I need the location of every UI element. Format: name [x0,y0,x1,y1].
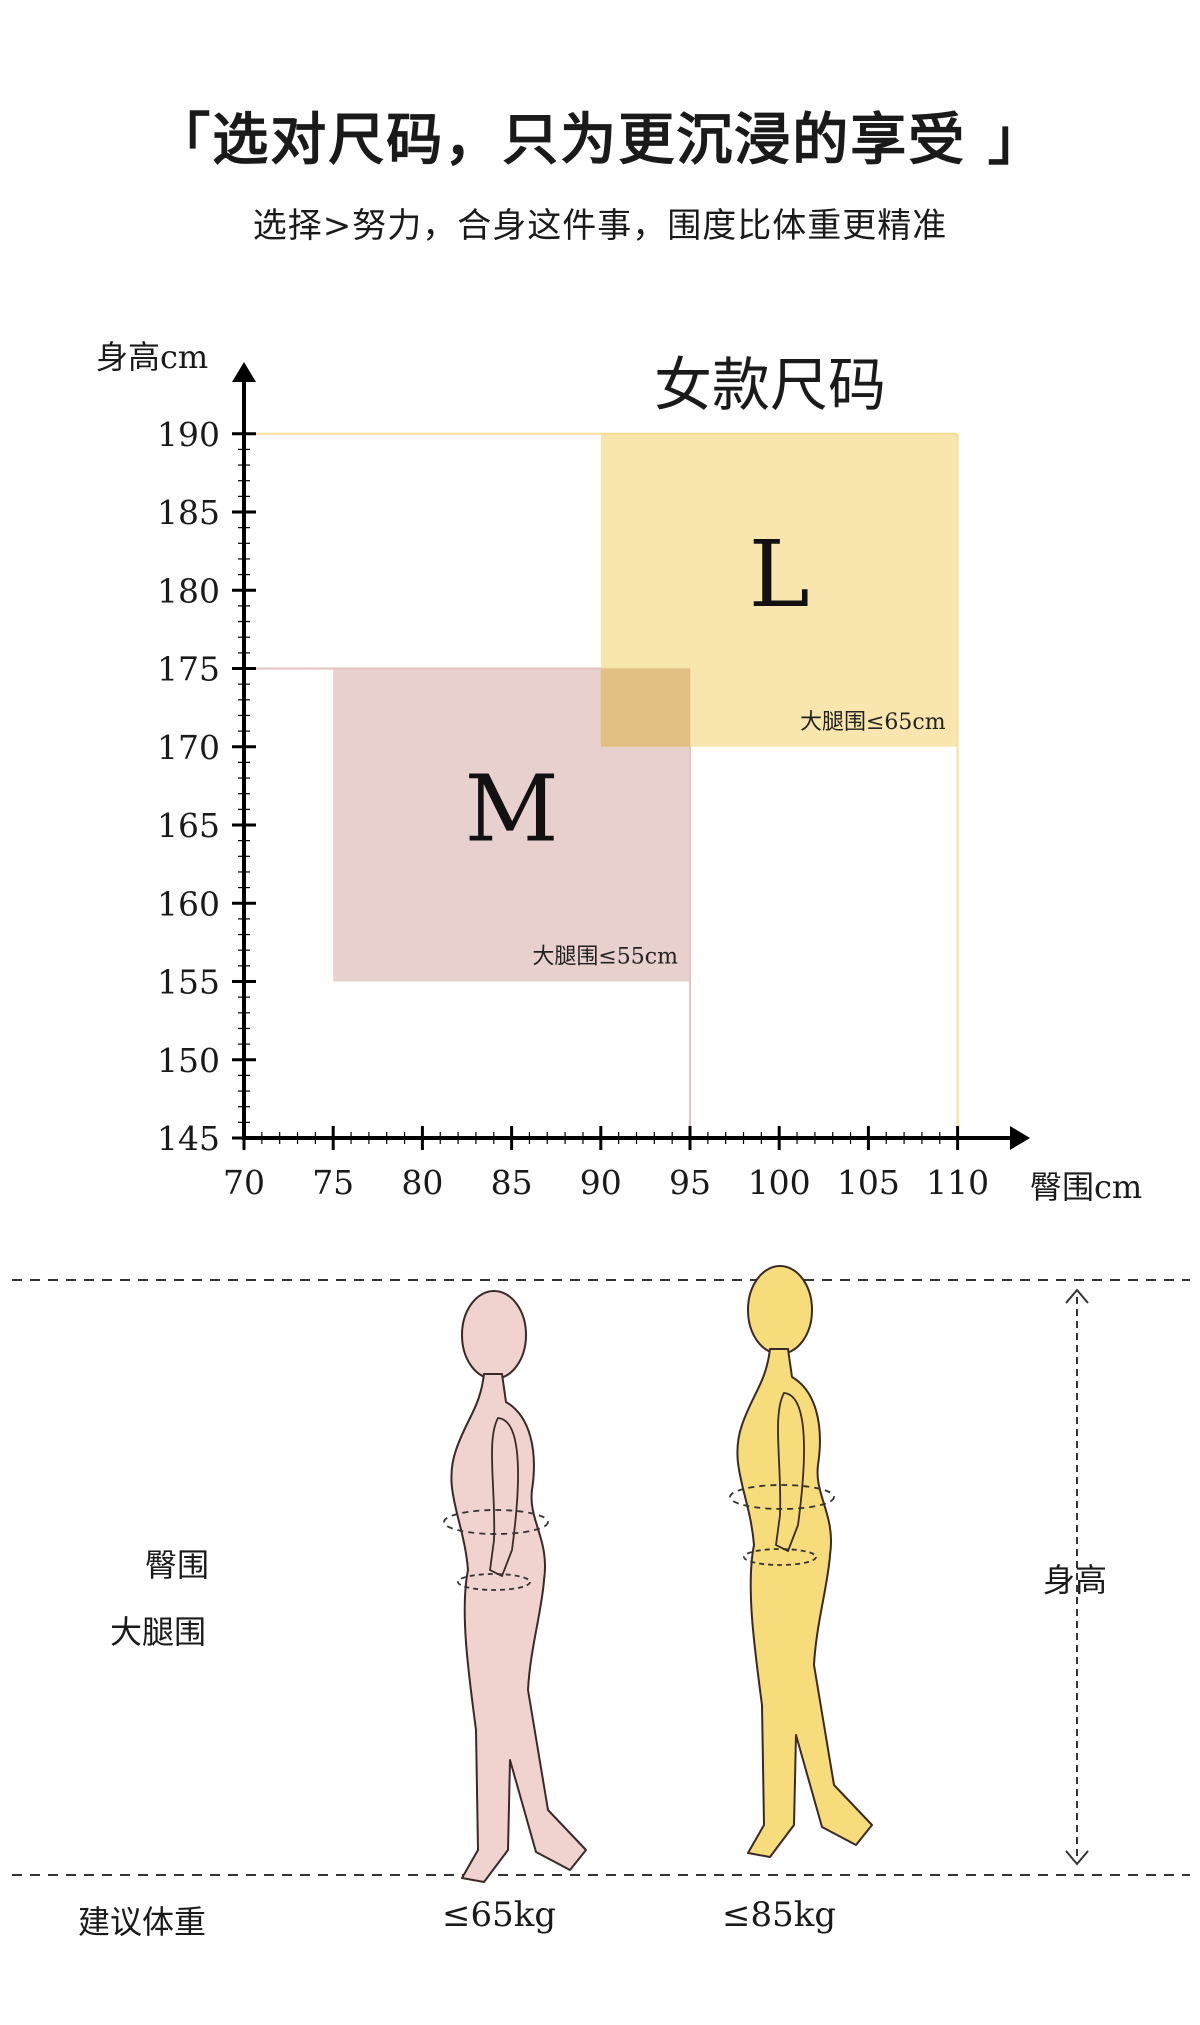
hip-measure-ring [729,1484,835,1510]
x-tick-label: 95 [669,1163,711,1202]
x-axis-label: 臀围cm [1030,1168,1142,1206]
weight-l: ≤85kg [722,1895,837,1935]
y-tick-label: 185 [157,493,220,532]
x-tick-label: 80 [401,1163,443,1202]
x-tick-label: 110 [926,1163,989,1202]
figure-head [461,1290,527,1380]
page-title: 「选对尺码，只为更沉浸的享受 」 [154,107,1046,173]
y-tick-label: 170 [157,728,220,767]
y-tick-label: 165 [157,806,220,845]
figure-body [450,1373,587,1883]
height-arrow [1065,1288,1089,1866]
figure-arm [489,1417,519,1578]
y-tick-label: 150 [157,1041,220,1080]
x-tick-label: 100 [748,1163,811,1202]
thigh-label: 大腿围 [110,1613,207,1651]
region-label-l: L [749,521,810,628]
figure-m [443,1290,587,1883]
x-tick-label: 90 [580,1163,622,1202]
y-axis-arrow [232,362,256,382]
hip-label: 臀围 [145,1546,210,1584]
thigh-measure-ring [743,1548,817,1566]
x-tick-label: 75 [312,1163,354,1202]
chart-title: 女款尺码 [654,351,886,419]
figure-head [747,1265,813,1355]
y-tick-label: 160 [157,884,220,923]
y-tick-label: 190 [157,415,220,454]
figure-arm [775,1392,805,1553]
hip-measure-ring [443,1509,549,1535]
region-overlap [600,668,690,747]
weight-m: ≤65kg [442,1895,557,1935]
region-label-m: M [464,756,558,863]
weight-label: 建议体重 [78,1903,207,1941]
x-tick-label: 85 [491,1163,533,1202]
page-subtitle: 选择>努力，合身这件事，围度比体重更精准 [252,206,948,246]
figure-l [729,1265,873,1858]
figure-body [736,1348,873,1858]
y-tick-label: 145 [157,1119,220,1158]
y-tick-label: 180 [157,571,220,610]
y-tick-label: 175 [157,650,220,689]
size-chart: 女款尺码 身高cm 臀围cm M 大腿围≤55cm L 大腿围≤65cm 70 75 80… [96,338,1142,1206]
body-figures [12,1265,1190,1883]
x-axis-arrow [1010,1126,1030,1150]
region-note-l: 大腿围≤65cm [800,710,946,735]
region-note-m: 大腿围≤55cm [532,945,678,970]
x-tick-label: 105 [837,1163,900,1202]
y-tick-label: 155 [157,963,220,1002]
x-tick-label: 70 [223,1163,265,1202]
y-axis-label: 身高cm [96,338,208,376]
thigh-measure-ring [457,1573,531,1591]
height-label: 身高 [1043,1561,1108,1599]
